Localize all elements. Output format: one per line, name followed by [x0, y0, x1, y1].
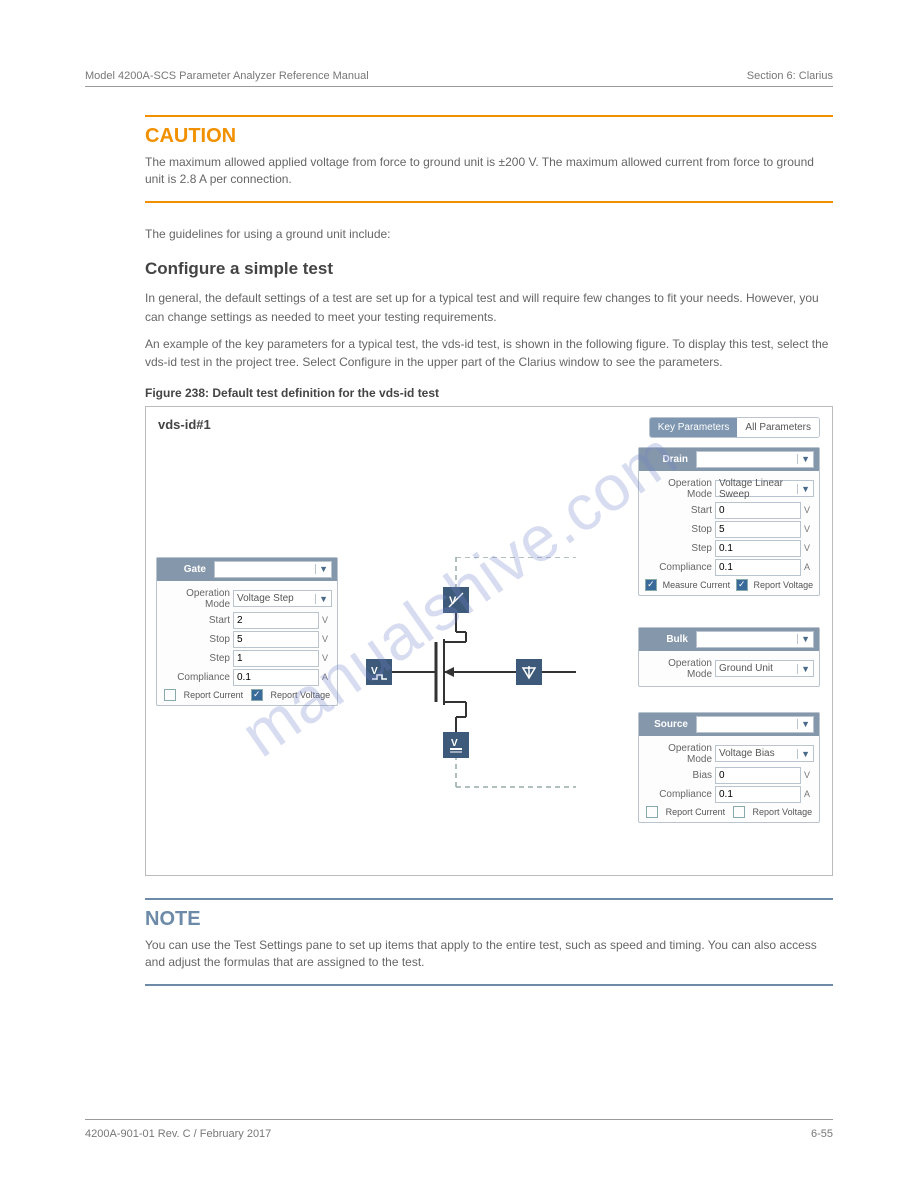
figure-caption: Figure 238: Default test definition for … [145, 386, 833, 400]
u: A [804, 562, 814, 572]
drain-smu-select[interactable]: SMU2▼ [696, 451, 814, 468]
u: V [804, 543, 814, 553]
figure-frame: vds-id#1 Key Parameters All Parameters G… [145, 406, 833, 876]
u: V [804, 524, 814, 534]
chevron-down-icon: ▼ [797, 719, 810, 729]
source-panel: Source SMU1▼ Operation ModeVoltage Bias▼… [638, 712, 820, 823]
chevron-down-icon: ▼ [797, 664, 810, 674]
l: Stop [644, 524, 712, 535]
transistor-diagram: V V V [366, 557, 616, 807]
gate-step-input[interactable] [233, 650, 319, 667]
caution-title: CAUTION [145, 125, 833, 148]
drain-step-input[interactable] [715, 540, 801, 557]
gate-panel: Gate SMU3▼ Operation ModeVoltage Step▼ S… [156, 557, 338, 706]
l: Operation Mode [644, 743, 712, 765]
bulk-title: Bulk [644, 634, 688, 645]
u: A [322, 672, 332, 682]
gate-node-icon: V [366, 659, 392, 685]
source-title: Source [644, 719, 688, 730]
drain-title: Drain [644, 454, 688, 465]
para-1: In general, the default settings of a te… [145, 289, 833, 326]
l: Bias [644, 770, 712, 781]
chevron-down-icon: ▼ [315, 594, 328, 604]
para-2: An example of the key parameters for a t… [145, 335, 833, 372]
header-right: Section 6: Clarius [747, 70, 833, 82]
u: V [322, 634, 332, 644]
l: Operation Mode [644, 658, 712, 680]
chevron-down-icon: ▼ [315, 564, 328, 574]
note-title: NOTE [145, 908, 833, 931]
cl: Report Current [184, 690, 244, 700]
cl: Report Current [666, 807, 726, 817]
bulk-node-icon [516, 659, 542, 685]
u: V [804, 770, 814, 780]
drain-stop-input[interactable] [715, 521, 801, 538]
caution-body: The maximum allowed applied voltage from… [145, 154, 833, 189]
l: Step [162, 653, 230, 664]
drain-report-voltage-checkbox[interactable]: ✓ [736, 579, 748, 591]
u: A [804, 789, 814, 799]
intro-text: The guidelines for using a ground unit i… [145, 225, 833, 244]
gate-smu-select[interactable]: SMU3▼ [214, 561, 332, 578]
gate-start-input[interactable] [233, 612, 319, 629]
note-box: NOTE You can use the Test Settings pane … [145, 898, 833, 986]
source-node-icon: V [443, 732, 469, 758]
drain-measure-current-checkbox[interactable]: ✓ [645, 579, 657, 591]
cl: Measure Current [663, 580, 731, 590]
chevron-down-icon: ▼ [797, 484, 810, 494]
l: Start [644, 505, 712, 516]
gate-stop-input[interactable] [233, 631, 319, 648]
chevron-down-icon: ▼ [797, 454, 810, 464]
bulk-mode-select[interactable]: Ground Unit▼ [715, 660, 814, 677]
source-smu-select[interactable]: SMU1▼ [696, 716, 814, 733]
svg-text:V: V [451, 738, 458, 749]
l: Compliance [644, 562, 712, 573]
section-heading: Configure a simple test [145, 259, 833, 279]
gate-mode-label: Operation Mode [162, 588, 230, 610]
l: Start [162, 615, 230, 626]
l: Compliance [162, 672, 230, 683]
l: Compliance [644, 789, 712, 800]
bulk-panel: Bulk GNDU▼ Operation ModeGround Unit▼ [638, 627, 820, 687]
drain-compliance-input[interactable] [715, 559, 801, 576]
source-compliance-input[interactable] [715, 786, 801, 803]
source-mode-select[interactable]: Voltage Bias▼ [715, 745, 814, 762]
u: V [804, 505, 814, 515]
bulk-smu-select[interactable]: GNDU▼ [696, 631, 814, 648]
l: Step [644, 543, 712, 554]
footer-left: 4200A-901-01 Rev. C / February 2017 [85, 1128, 271, 1140]
tab-bar: Key Parameters All Parameters [649, 417, 820, 438]
l: Operation Mode [644, 478, 712, 500]
tab-all-parameters[interactable]: All Parameters [737, 418, 819, 437]
gate-title: Gate [162, 564, 206, 575]
chevron-down-icon: ▼ [797, 749, 810, 759]
cl: Report Voltage [753, 807, 813, 817]
u: V [322, 653, 332, 663]
caution-box: CAUTION The maximum allowed applied volt… [145, 115, 833, 203]
source-report-voltage-checkbox[interactable] [733, 806, 745, 818]
header-left: Model 4200A-SCS Parameter Analyzer Refer… [85, 70, 369, 82]
gate-compliance-input[interactable] [233, 669, 319, 686]
gate-mode-select[interactable]: Voltage Step▼ [233, 590, 332, 607]
cl: Report Voltage [754, 580, 814, 590]
l: Stop [162, 634, 230, 645]
tab-key-parameters[interactable]: Key Parameters [650, 418, 738, 437]
source-bias-input[interactable] [715, 767, 801, 784]
drain-start-input[interactable] [715, 502, 801, 519]
gate-report-voltage-checkbox[interactable]: ✓ [251, 689, 263, 701]
u: V [322, 615, 332, 625]
chevron-down-icon: ▼ [797, 634, 810, 644]
note-body: You can use the Test Settings pane to se… [145, 937, 833, 972]
source-report-current-checkbox[interactable] [646, 806, 658, 818]
footer-right: 6-55 [811, 1128, 833, 1140]
drain-mode-select[interactable]: Voltage Linear Sweep▼ [715, 480, 814, 497]
gate-report-current-checkbox[interactable] [164, 689, 176, 701]
drain-panel: Drain SMU2▼ Operation ModeVoltage Linear… [638, 447, 820, 596]
cl: Report Voltage [271, 690, 331, 700]
drain-node-icon: V [443, 587, 469, 613]
